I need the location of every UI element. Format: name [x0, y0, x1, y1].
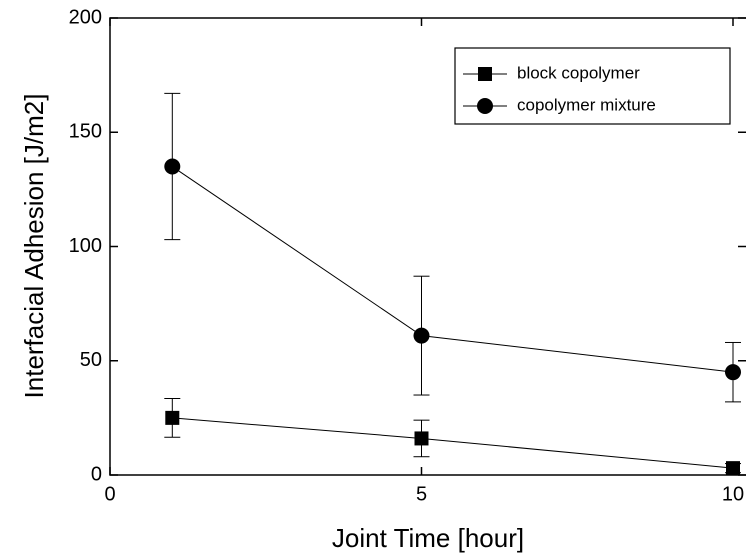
legend-marker: [477, 98, 493, 114]
data-point: [414, 431, 429, 446]
legend-box: [454, 47, 731, 125]
data-point: [725, 364, 741, 381]
y-axis-title: Interfacial Adhesion [J/m2]: [19, 94, 49, 399]
x-axis-title: Joint Time [hour]: [332, 523, 524, 553]
y-tick-label: 100: [69, 235, 102, 257]
series-line: [172, 166, 734, 373]
data-point: [165, 410, 180, 425]
data-point: [726, 461, 740, 476]
series-line: [172, 417, 734, 469]
y-tick-label: 150: [69, 121, 102, 143]
data-point: [413, 327, 430, 344]
x-tick-label: 5: [416, 483, 427, 505]
y-tick-label: 0: [91, 463, 102, 485]
x-tick-label: 0: [104, 483, 115, 505]
y-tick-label: 200: [69, 6, 102, 28]
y-tick-label: 50: [80, 349, 102, 371]
data-point: [164, 158, 181, 175]
legend-label: copolymer mixture: [517, 95, 656, 114]
legend-label: block copolymer: [517, 63, 640, 82]
legend-marker: [478, 67, 492, 81]
x-tick-label: 10: [722, 483, 744, 505]
